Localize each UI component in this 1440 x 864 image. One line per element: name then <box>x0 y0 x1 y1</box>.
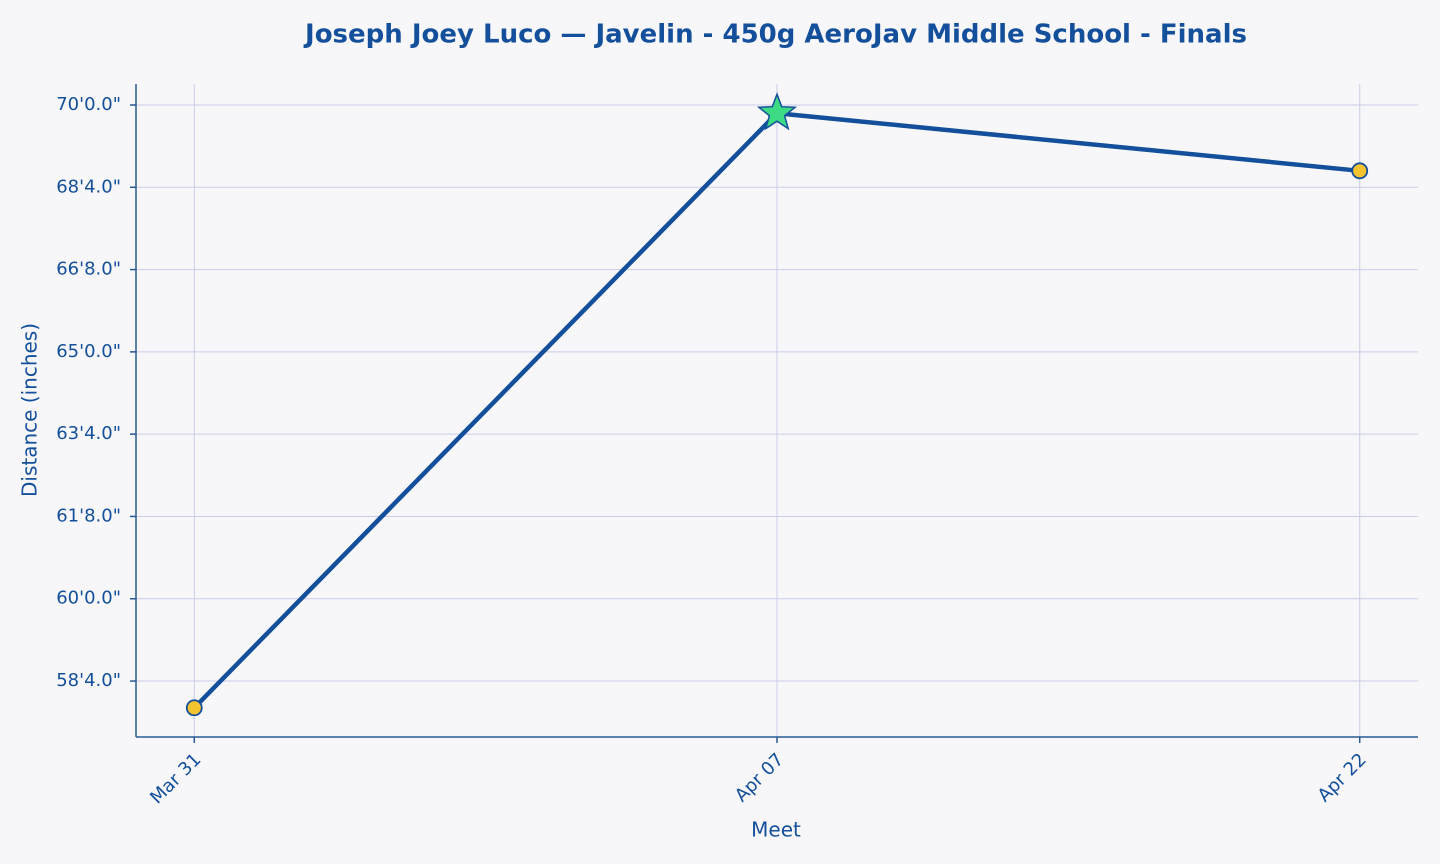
chart-title: Joseph Joey Luco — Javelin - 450g AeroJa… <box>303 20 1247 50</box>
y-tick-label: 60'0.0" <box>56 588 121 609</box>
y-tick-label: 61'8.0" <box>56 505 121 526</box>
y-tick-label: 58'4.0" <box>56 670 121 691</box>
x-axis-title: Meet <box>751 818 801 842</box>
y-tick-label: 63'4.0" <box>56 423 121 444</box>
y-tick-label: 68'4.0" <box>56 176 121 197</box>
y-axis-title: Distance (inches) <box>18 323 42 497</box>
marker <box>185 699 203 717</box>
y-tick-label: 66'8.0" <box>56 259 121 280</box>
marker <box>1351 162 1369 180</box>
grid <box>136 84 1418 737</box>
best-marker <box>756 92 798 131</box>
plot <box>185 92 1369 717</box>
y-tick-label: 70'0.0" <box>56 94 121 115</box>
y-tick-label: 65'0.0" <box>56 341 121 362</box>
